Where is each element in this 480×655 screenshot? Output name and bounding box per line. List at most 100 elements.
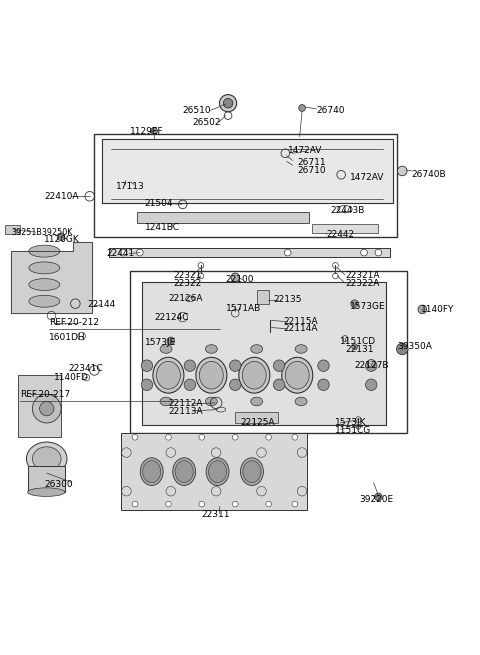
Ellipse shape bbox=[206, 458, 229, 485]
Circle shape bbox=[418, 305, 427, 314]
Circle shape bbox=[223, 98, 233, 108]
Circle shape bbox=[184, 379, 196, 390]
Bar bbox=[95, 134, 397, 237]
Text: 17113: 17113 bbox=[116, 182, 144, 191]
Text: 22115A: 22115A bbox=[283, 317, 318, 326]
Text: 1573JK: 1573JK bbox=[336, 419, 367, 428]
Circle shape bbox=[33, 394, 61, 423]
Circle shape bbox=[199, 501, 204, 507]
Text: 22322A: 22322A bbox=[345, 278, 379, 288]
Circle shape bbox=[365, 379, 377, 390]
Ellipse shape bbox=[240, 458, 264, 485]
Text: 22112A: 22112A bbox=[168, 400, 203, 408]
Bar bbox=[142, 282, 385, 425]
Text: 22124C: 22124C bbox=[154, 314, 189, 322]
Text: 26740: 26740 bbox=[316, 106, 345, 115]
Circle shape bbox=[39, 402, 54, 416]
Text: 22100: 22100 bbox=[226, 275, 254, 284]
Circle shape bbox=[396, 343, 408, 355]
Text: 39350A: 39350A bbox=[397, 342, 432, 351]
Circle shape bbox=[219, 94, 237, 112]
Ellipse shape bbox=[26, 442, 67, 476]
Bar bbox=[130, 271, 407, 434]
Circle shape bbox=[352, 344, 358, 350]
Ellipse shape bbox=[175, 460, 193, 483]
Circle shape bbox=[229, 360, 241, 371]
Ellipse shape bbox=[285, 362, 309, 389]
Ellipse shape bbox=[295, 397, 307, 405]
Circle shape bbox=[166, 501, 171, 507]
Text: 1120GK: 1120GK bbox=[44, 234, 80, 244]
Circle shape bbox=[184, 360, 196, 371]
Text: 22322: 22322 bbox=[173, 278, 202, 288]
Text: 1129EF: 1129EF bbox=[130, 127, 164, 136]
Ellipse shape bbox=[173, 458, 196, 485]
Circle shape bbox=[274, 379, 285, 390]
Circle shape bbox=[375, 250, 382, 256]
Text: REF.20-217: REF.20-217 bbox=[21, 390, 71, 399]
Circle shape bbox=[292, 434, 298, 440]
Circle shape bbox=[351, 300, 359, 307]
Polygon shape bbox=[102, 139, 393, 204]
Text: 22135: 22135 bbox=[274, 295, 302, 305]
Circle shape bbox=[141, 360, 153, 371]
Text: 22441: 22441 bbox=[107, 249, 134, 258]
Text: 22113A: 22113A bbox=[168, 407, 203, 415]
Ellipse shape bbox=[251, 345, 263, 353]
Circle shape bbox=[120, 250, 126, 256]
Ellipse shape bbox=[282, 358, 313, 393]
Ellipse shape bbox=[143, 460, 161, 483]
Circle shape bbox=[232, 434, 238, 440]
Circle shape bbox=[274, 360, 285, 371]
Circle shape bbox=[232, 501, 238, 507]
Bar bbox=[257, 290, 269, 304]
Circle shape bbox=[132, 434, 138, 440]
Text: 39220E: 39220E bbox=[360, 495, 394, 504]
Circle shape bbox=[365, 360, 377, 371]
Ellipse shape bbox=[205, 397, 217, 405]
Text: 26711: 26711 bbox=[297, 159, 326, 168]
Text: 1571AB: 1571AB bbox=[226, 304, 261, 313]
Circle shape bbox=[397, 166, 407, 176]
Circle shape bbox=[167, 337, 175, 345]
Circle shape bbox=[292, 501, 298, 507]
Ellipse shape bbox=[242, 362, 266, 389]
Text: 26502: 26502 bbox=[192, 118, 221, 127]
Ellipse shape bbox=[239, 358, 270, 393]
Text: 1573JE: 1573JE bbox=[144, 338, 176, 347]
Ellipse shape bbox=[208, 460, 227, 483]
Circle shape bbox=[374, 493, 382, 500]
Circle shape bbox=[361, 250, 367, 256]
Text: 1472AV: 1472AV bbox=[350, 173, 384, 181]
Text: 22126A: 22126A bbox=[168, 294, 203, 303]
Circle shape bbox=[367, 360, 375, 367]
Bar bbox=[235, 413, 278, 423]
Text: 22341C: 22341C bbox=[68, 364, 103, 373]
Text: 22311: 22311 bbox=[202, 510, 230, 519]
Circle shape bbox=[318, 379, 329, 390]
Ellipse shape bbox=[160, 397, 172, 405]
Text: 22127B: 22127B bbox=[355, 361, 389, 370]
Ellipse shape bbox=[140, 458, 163, 485]
Text: 1140FD: 1140FD bbox=[54, 373, 89, 382]
Text: 22443B: 22443B bbox=[331, 206, 365, 215]
Circle shape bbox=[199, 434, 204, 440]
Circle shape bbox=[151, 128, 157, 134]
Text: 22144: 22144 bbox=[87, 300, 116, 309]
Ellipse shape bbox=[29, 245, 60, 257]
Circle shape bbox=[229, 379, 241, 390]
Bar bbox=[5, 225, 20, 234]
Circle shape bbox=[231, 273, 240, 282]
Ellipse shape bbox=[29, 278, 60, 291]
Bar bbox=[109, 248, 390, 257]
Text: 1241BC: 1241BC bbox=[144, 223, 180, 232]
Ellipse shape bbox=[156, 362, 180, 389]
Text: 1140FY: 1140FY bbox=[421, 305, 455, 314]
Text: 22410A: 22410A bbox=[44, 192, 79, 201]
Ellipse shape bbox=[29, 262, 60, 274]
Text: 26710: 26710 bbox=[297, 166, 326, 174]
Ellipse shape bbox=[196, 358, 227, 393]
Text: 26740B: 26740B bbox=[412, 170, 446, 179]
Circle shape bbox=[266, 501, 272, 507]
Ellipse shape bbox=[295, 345, 307, 353]
